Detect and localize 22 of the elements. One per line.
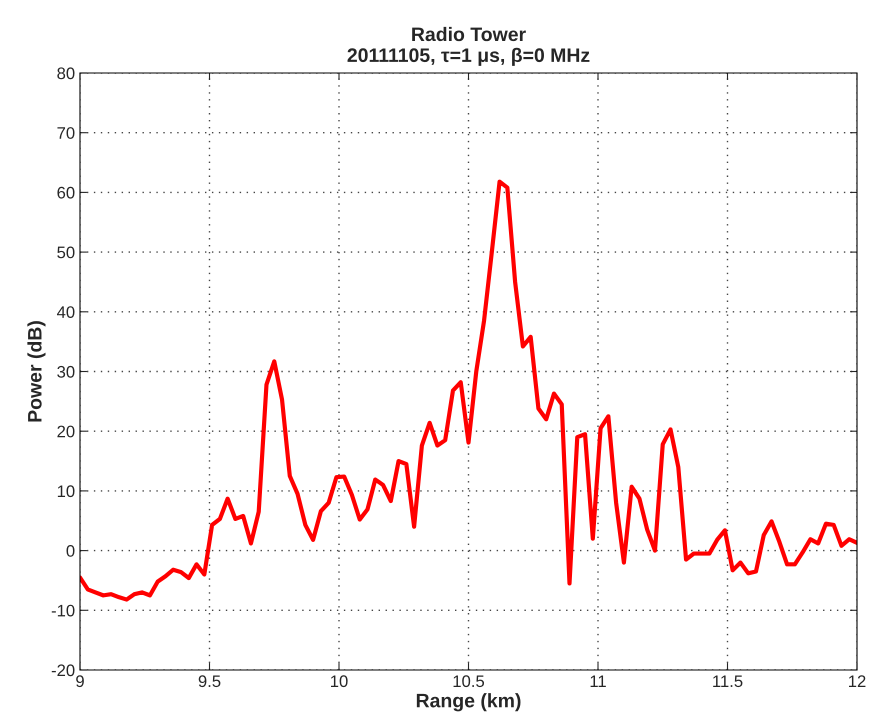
y-tick-label: 20 bbox=[57, 426, 74, 438]
y-tick-label: 80 bbox=[57, 67, 74, 80]
x-tick-label: 11.5 bbox=[713, 675, 742, 688]
y-tick-label: 50 bbox=[57, 246, 74, 258]
y-tick-label: 30 bbox=[57, 366, 74, 378]
x-tick-label: 12 bbox=[849, 675, 866, 687]
x-tick-label: 10.5 bbox=[454, 675, 484, 688]
y-tick-label: 0 bbox=[66, 545, 74, 557]
y-tick-label: -20 bbox=[52, 664, 74, 676]
y-tick-label: -10 bbox=[52, 604, 74, 617]
x-tick-label: 11 bbox=[590, 675, 606, 687]
line-series bbox=[80, 180, 857, 602]
x-axis-title: Range (km) bbox=[416, 693, 520, 712]
y-tick-label: 60 bbox=[57, 186, 74, 199]
x-tick-label: 10 bbox=[331, 675, 348, 688]
x-tick-label: 9 bbox=[76, 675, 84, 688]
y-tick-label: 40 bbox=[56, 306, 74, 318]
x-tick-label: 9.5 bbox=[198, 675, 220, 688]
y-tick-label: 10 bbox=[58, 485, 74, 498]
y-axis-title: Power (dB) bbox=[27, 321, 46, 422]
chart-title: Radio Tower 20111105, τ=1 μs, β=0 MHz bbox=[348, 26, 590, 66]
y-tick-label: 70 bbox=[57, 127, 74, 139]
